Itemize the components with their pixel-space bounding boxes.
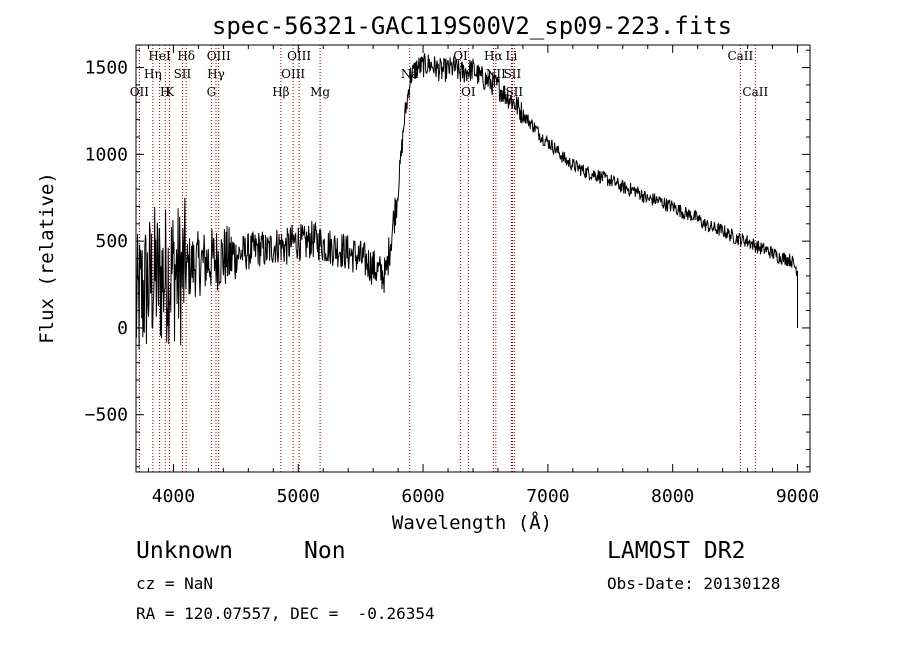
x-axis: 4000 5000 6000 7000 8000 9000 (147, 45, 819, 507)
spectral-line-label: Li (506, 49, 518, 63)
spectral-line-label: Hβ (272, 85, 289, 99)
spectrum-series-line (135, 53, 798, 350)
observation-date: Obs-Date: 20130128 (607, 574, 781, 593)
spectral-line-label: H (160, 85, 170, 99)
object-class: Unknown (136, 538, 233, 564)
spectral-line-label: Hγ (207, 67, 225, 81)
redshift-cz: cz = NaN (136, 574, 214, 593)
survey-name: LAMOST DR2 (607, 538, 746, 564)
y-tick-label: 1000 (85, 144, 128, 165)
spectral-line-label: Hη (144, 67, 162, 81)
x-tick-label: 7000 (526, 486, 569, 507)
chart-title: spec-56321-GAC119S00V2_sp09-223.fits (212, 12, 732, 40)
spectral-line-label: SII (504, 67, 522, 81)
spectral-line-label: OII (130, 85, 150, 99)
spectral-line-label: K (165, 85, 175, 99)
spectral-line-label: Hα (484, 49, 503, 63)
y-tick-label: −500 (85, 405, 128, 426)
spectral-line-label: SII (174, 67, 192, 81)
spectral-line-label: OI (453, 49, 468, 63)
spectral-line-label: OIII (281, 67, 305, 81)
spectral-line-label: Hδ (177, 49, 195, 63)
spectral-line-label: CaII (742, 85, 768, 99)
x-tick-label: 9000 (776, 486, 819, 507)
spectral-line-label: OI (461, 85, 476, 99)
x-tick-label: 4000 (152, 486, 195, 507)
y-tick-label: 0 (117, 318, 128, 339)
spectral-line-label: NII (486, 67, 506, 81)
y-tick-label: 500 (95, 231, 128, 252)
x-tick-label: 8000 (651, 486, 694, 507)
spectral-line-label: HeI (148, 49, 171, 63)
spectral-line-label: SII (505, 85, 523, 99)
ra-dec-coordinates: RA = 120.07557, DEC = -0.26354 (136, 604, 435, 623)
spectral-line-label: OIII (287, 49, 311, 63)
y-tick-label: 1500 (85, 58, 128, 79)
x-axis-label: Wavelength (Å) (392, 511, 552, 534)
object-subclass: Non (304, 538, 346, 564)
x-tick-label: 6000 (401, 486, 444, 507)
x-tick-label: 5000 (277, 486, 320, 507)
spectral-line-label: Mg (310, 85, 330, 99)
spectral-line-label: OIII (207, 49, 231, 63)
spectral-line-label: CaII (727, 49, 753, 63)
y-axis: −500 0 500 1000 1500 (85, 49, 810, 468)
y-axis-label: Flux (relative) (36, 172, 58, 344)
spectral-line-label: G (207, 85, 217, 99)
